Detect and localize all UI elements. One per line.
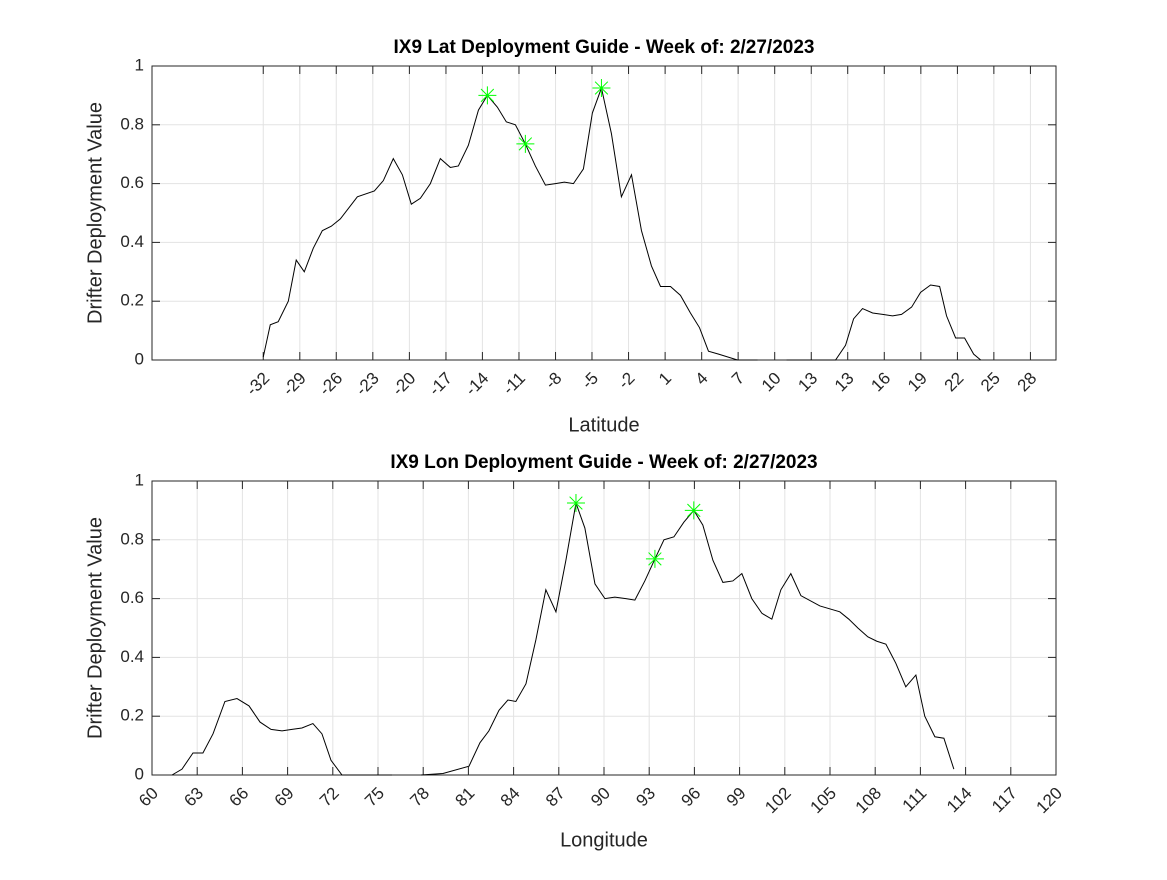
marker xyxy=(645,549,664,568)
x-tick-label: 72 xyxy=(316,784,343,811)
x-tick-label: 63 xyxy=(180,784,207,811)
marker xyxy=(566,494,585,513)
plot-area xyxy=(152,66,1056,360)
x-tick-label: 111 xyxy=(899,784,931,816)
x-tick-label: 19 xyxy=(904,369,931,396)
axes-box xyxy=(151,480,1057,776)
x-tick-label: -2 xyxy=(614,369,638,393)
x-tick-label: 28 xyxy=(1014,369,1041,396)
y-axis-label: Drifter Deployment Value xyxy=(84,517,106,739)
x-tick-label: 81 xyxy=(452,784,479,811)
x-tick-label: -14 xyxy=(462,369,493,400)
y-tick-label: 0 xyxy=(135,764,144,783)
x-tick-label: 99 xyxy=(723,784,750,811)
axes-box xyxy=(151,65,1057,361)
x-tick-label: -8 xyxy=(541,369,565,393)
x-tick-label: 105 xyxy=(807,784,840,817)
y-tick-label: 1 xyxy=(135,470,144,489)
x-tick-label: 93 xyxy=(632,784,659,811)
marker xyxy=(684,501,703,520)
y-tick-label: 0.6 xyxy=(120,173,144,192)
x-tick-label: 16 xyxy=(867,369,894,396)
x-axis-label: Longitude xyxy=(560,829,648,851)
x-tick-label: 69 xyxy=(271,784,298,811)
x-tick-label: 87 xyxy=(542,784,569,811)
x-tick-label: -11 xyxy=(499,369,529,399)
x-tick-label: 13 xyxy=(794,369,821,396)
x-tick-label: -23 xyxy=(352,369,383,400)
x-tick-label: 7 xyxy=(728,369,748,389)
x-tick-label: -26 xyxy=(315,369,346,400)
x-tick-label: 66 xyxy=(226,784,253,811)
y-tick-label: 1 xyxy=(135,55,144,74)
x-tick-label: 25 xyxy=(977,369,1004,396)
x-tick-label: 84 xyxy=(497,784,524,811)
subplot: 0 0.2 0.4 0.6 0.8 1 -32 -29 -26 -23 -20 -17 -14 -11 -8… xyxy=(84,37,1057,436)
x-tick-label: 75 xyxy=(361,784,388,811)
x-tick-label: 22 xyxy=(941,369,968,396)
y-tick-label: 0.4 xyxy=(120,232,144,251)
chart-title: IX9 Lat Deployment Guide - Week of: 2/27… xyxy=(394,37,815,58)
x-tick-label: -29 xyxy=(279,369,310,400)
x-tick-label: 60 xyxy=(135,784,162,811)
y-tick-label: 0.2 xyxy=(120,706,144,725)
x-tick-label: -5 xyxy=(578,369,602,393)
x-tick-label: 78 xyxy=(406,784,433,811)
y-tick-label: 0.4 xyxy=(120,647,144,666)
x-tick-label: 114 xyxy=(943,784,976,817)
y-tick-label: 0.8 xyxy=(120,529,144,548)
x-tick-label: 1 xyxy=(655,369,675,389)
y-tick-label: 0.2 xyxy=(120,291,144,310)
x-tick-label: 96 xyxy=(678,784,705,811)
x-tick-label: 108 xyxy=(852,784,885,817)
x-tick-label: 4 xyxy=(692,369,712,389)
y-tick-label: 0.8 xyxy=(120,114,144,133)
x-tick-label: 10 xyxy=(758,369,785,396)
x-tick-label: 117 xyxy=(988,784,1021,817)
marker xyxy=(516,134,535,153)
x-tick-label: 120 xyxy=(1033,784,1066,817)
x-axis-label: Latitude xyxy=(568,414,639,436)
x-tick-label: 13 xyxy=(831,369,858,396)
subplot: 0 0.2 0.4 0.6 0.8 1 60 63 66 69 72 75 78 81 84 87 90 93 96… xyxy=(84,452,1066,851)
marker xyxy=(592,79,611,98)
chart-title: IX9 Lon Deployment Guide - Week of: 2/27… xyxy=(390,452,817,473)
y-tick-label: 0 xyxy=(135,349,144,368)
y-tick-label: 0.6 xyxy=(120,588,144,607)
x-tick-label: -20 xyxy=(389,369,420,400)
x-tick-label: -32 xyxy=(242,369,273,400)
data-line xyxy=(262,86,982,361)
marker xyxy=(478,86,497,105)
x-tick-label: 90 xyxy=(587,784,614,811)
x-tick-label: 102 xyxy=(761,784,794,817)
x-tick-label: -17 xyxy=(425,369,456,400)
y-axis-label: Drifter Deployment Value xyxy=(84,102,106,324)
